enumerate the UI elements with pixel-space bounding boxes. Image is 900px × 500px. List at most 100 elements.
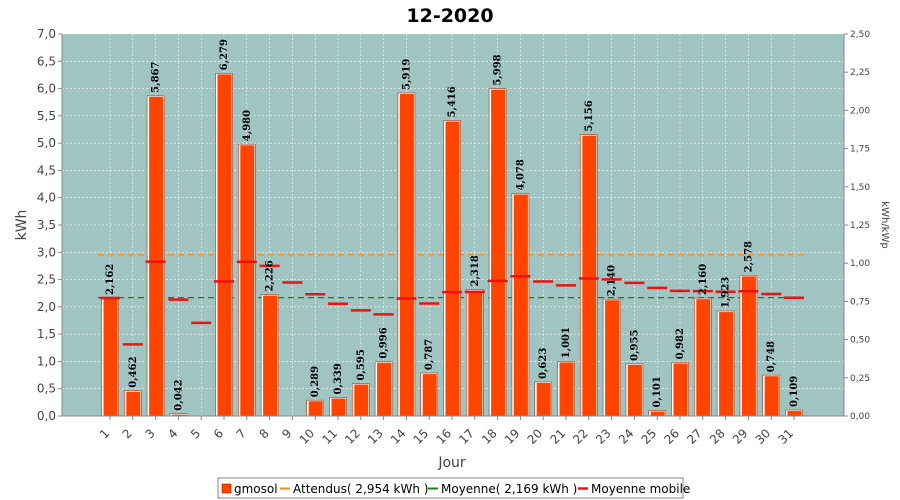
- bar-fill: [696, 299, 711, 416]
- bar-value-label: 0,042: [173, 379, 184, 410]
- bar-fill: [559, 362, 574, 416]
- y-tick-label: 4,5: [37, 163, 56, 177]
- x-tick-label: 11: [319, 426, 340, 447]
- legend: gmosol Attendus( 2,954 kWh ) Moyenne( 2,…: [217, 477, 690, 499]
- y-tick-label: 5,0: [37, 136, 56, 150]
- bar: [146, 95, 165, 417]
- x-tick-label: 2: [120, 426, 135, 441]
- x-tick-label: 27: [684, 426, 705, 447]
- data-labels: 2,162 0,462 5,867 0,042 6,279 4,980 2,226 0,289…: [105, 39, 800, 411]
- bar-fill: [536, 383, 551, 416]
- legend-item-moving-average: Moyenne mobile: [591, 482, 690, 496]
- bar-value-label: 2,226: [265, 260, 276, 291]
- legend-box: [217, 477, 684, 499]
- y-axis-title: kWh: [14, 210, 30, 241]
- x-tick-label: 28: [707, 426, 728, 447]
- x-tick-label: 21: [547, 426, 568, 447]
- right-y-tick-label: 0,00: [850, 412, 870, 422]
- bar-value-label: 4,078: [515, 159, 526, 190]
- moving-average-marks: [100, 260, 804, 346]
- x-tick-label: 16: [433, 426, 454, 447]
- bar-value-label: 5,998: [493, 54, 504, 85]
- bar: [716, 310, 735, 417]
- y-tick-label: 2,0: [37, 300, 56, 314]
- bar-fill: [399, 93, 414, 417]
- bar-fill: [582, 135, 597, 417]
- bar-fill: [650, 411, 665, 416]
- right-y-tick-label: 0,75: [850, 297, 870, 307]
- x-tick-label: 13: [365, 426, 386, 447]
- y-tick-label: 3,0: [37, 245, 56, 259]
- bar: [534, 381, 553, 417]
- x-axis-title: Jour: [437, 455, 466, 471]
- bar: [123, 390, 142, 417]
- legend-item-average: Moyenne( 2,169 kWh ): [441, 482, 577, 496]
- right-y-tick-label: 1,00: [850, 259, 870, 269]
- right-y-axis-title: kWh/kWp: [879, 201, 890, 248]
- x-tick-label: 17: [456, 426, 477, 447]
- bar-fill: [377, 362, 392, 416]
- right-y-tick-label: 0,50: [850, 336, 870, 346]
- y-tick-label: 2,5: [37, 273, 56, 287]
- bar-fill: [787, 411, 802, 416]
- bar: [693, 297, 712, 417]
- bar-value-label: 2,160: [698, 264, 709, 295]
- y-tick-label: 0,0: [37, 409, 56, 423]
- right-y-tick-label: 1,25: [850, 221, 870, 231]
- bar: [511, 193, 530, 417]
- x-tick-label: 25: [639, 426, 660, 447]
- bar: [465, 289, 484, 417]
- bar-value-label: 0,109: [789, 376, 800, 407]
- bar-value-label: 2,162: [105, 264, 116, 295]
- x-tick-label: 24: [616, 426, 637, 447]
- bar-fill: [719, 312, 734, 416]
- bars: [101, 72, 803, 417]
- bar: [602, 298, 621, 417]
- bar-value-label: 1,001: [561, 327, 572, 358]
- bar-fill: [513, 194, 528, 416]
- bar: [785, 409, 803, 417]
- bar-value-label: 2,140: [607, 265, 618, 296]
- bar-fill: [263, 295, 278, 416]
- x-tick-label: 10: [297, 426, 318, 447]
- bar-value-label: 0,339: [333, 363, 344, 394]
- bar-fill: [764, 376, 779, 416]
- x-tick-label: 20: [525, 426, 546, 447]
- bar-value-label: 5,416: [447, 86, 458, 117]
- y-tick-label: 7,0: [37, 27, 56, 41]
- x-tick-label: 31: [775, 426, 796, 447]
- bar: [397, 92, 416, 417]
- bar-fill: [217, 74, 232, 416]
- y-tick-label: 1,0: [37, 354, 56, 368]
- bar: [443, 120, 461, 417]
- bar-fill: [103, 299, 118, 416]
- bar-fill: [741, 276, 756, 416]
- bar: [739, 274, 758, 417]
- right-y-tick-label: 1,75: [850, 145, 870, 155]
- x-tick-label: 18: [479, 426, 500, 447]
- bar: [625, 363, 644, 417]
- bar: [306, 399, 325, 417]
- x-tick-label: 26: [661, 426, 682, 447]
- bar: [557, 361, 575, 417]
- x-tick-label: 12: [342, 426, 363, 447]
- bar-value-label: 0,623: [538, 348, 549, 379]
- bar: [488, 88, 507, 417]
- legend-item-gmosol: gmosol: [234, 482, 278, 496]
- x-tick-label: 14: [388, 426, 409, 447]
- y-tick-label: 1,5: [37, 327, 56, 341]
- x-tick-label: 22: [570, 426, 591, 447]
- right-y-tick-label: 2,50: [850, 30, 870, 40]
- bar-fill: [126, 391, 141, 416]
- legend-item-expected: Attendus( 2,954 kWh ): [293, 482, 428, 496]
- chart-title: 12-2020: [406, 5, 493, 27]
- bar-value-label: 5,919: [401, 59, 412, 90]
- y-tick-label: 6,0: [37, 82, 56, 96]
- right-y-tick-label: 2,25: [850, 68, 870, 78]
- bar: [215, 72, 233, 417]
- bar-value-label: 5,867: [151, 61, 162, 92]
- bar-fill: [308, 401, 323, 416]
- right-y-tick-label: 0,25: [850, 374, 870, 384]
- bar-value-label: 1,923: [721, 277, 732, 308]
